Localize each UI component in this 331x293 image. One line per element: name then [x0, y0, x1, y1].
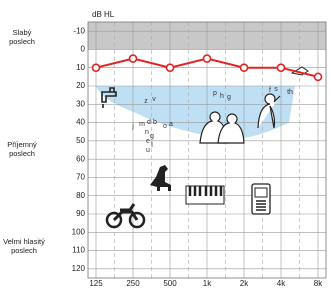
speech-sound: s	[274, 86, 278, 93]
speech-sound: b	[153, 119, 157, 126]
x-tick-label: 1k	[203, 279, 212, 288]
y-tick-label: 30	[76, 99, 85, 108]
speech-sound: j	[131, 123, 134, 130]
speech-sound: v	[152, 96, 156, 103]
x-tick-label: 8k	[314, 279, 323, 288]
y-tick-label: 50	[76, 136, 85, 145]
y-tick-label: 20	[76, 81, 85, 90]
y-tick-label: 100	[72, 227, 86, 236]
speech-sound: g	[227, 94, 231, 101]
y-tick-label: 90	[76, 209, 85, 218]
icon-dog	[150, 165, 171, 191]
speech-sound: n	[145, 129, 149, 136]
region-label: poslech	[9, 37, 35, 46]
y-axis-label: dB HL	[92, 10, 115, 19]
threshold-point	[278, 64, 285, 71]
speech-sound: g	[150, 133, 154, 140]
speech-sound: z	[144, 98, 148, 105]
region-label: Příjemný	[7, 140, 37, 149]
speech-sound: l	[151, 142, 153, 149]
y-tick-label: 60	[76, 154, 85, 163]
region-label: Velmi hlasitý	[3, 237, 45, 246]
speech-sound: e	[146, 138, 150, 145]
y-tick-label: 110	[72, 246, 85, 255]
y-tick-label: 0	[81, 45, 86, 54]
y-tick-label: -10	[73, 26, 85, 35]
y-tick-label: 120	[72, 264, 86, 273]
x-tick-label: 2k	[240, 279, 249, 288]
region-label: Slabý	[13, 28, 32, 37]
threshold-point	[167, 64, 174, 71]
y-tick-label: 80	[76, 191, 85, 200]
region-label: poslech	[9, 149, 35, 158]
threshold-point	[241, 64, 248, 71]
speech-sound: d	[147, 119, 151, 126]
threshold-point	[204, 55, 211, 62]
region-label: poslech	[11, 246, 37, 255]
threshold-point	[93, 64, 100, 71]
y-tick-label: 40	[76, 118, 85, 127]
x-tick-label: 125	[89, 279, 103, 288]
audiogram: dB HL Slabý poslech Příjemný poslech Vel…	[0, 0, 331, 288]
y-tick-label: 70	[76, 173, 85, 182]
y-tick-label: 10	[76, 63, 85, 72]
speech-sound: h	[220, 93, 224, 100]
speech-sound: f	[269, 87, 271, 94]
x-tick-label: 250	[126, 279, 140, 288]
speech-sound: m	[139, 121, 145, 128]
icon-phone-screen	[255, 188, 267, 197]
threshold-point	[315, 73, 322, 80]
x-tick-label: 500	[163, 279, 177, 288]
threshold-point	[130, 55, 137, 62]
x-tick-label: 4k	[277, 279, 286, 288]
icon-motorcycle	[114, 204, 137, 220]
speech-sound: o	[163, 123, 167, 130]
speech-sound: p	[213, 90, 217, 97]
speech-sound: th	[287, 89, 293, 96]
speech-sound: u	[146, 147, 150, 154]
speech-sound: a	[169, 121, 173, 128]
icon-piano-keys	[190, 186, 221, 196]
